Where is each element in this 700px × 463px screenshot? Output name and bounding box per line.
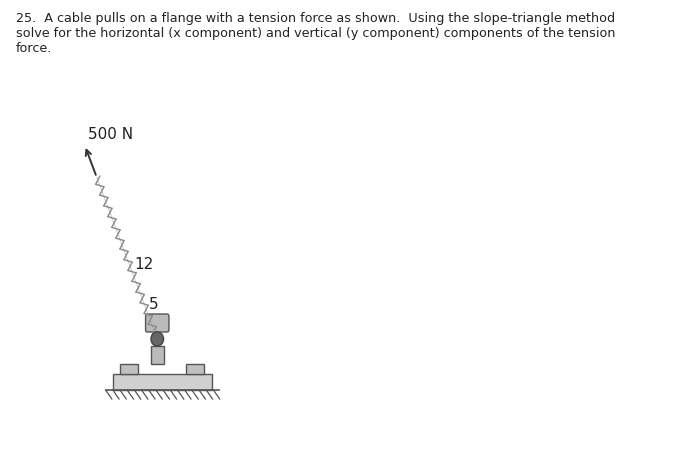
Polygon shape (186, 364, 204, 374)
Text: 500 N: 500 N (88, 127, 134, 142)
Text: 5: 5 (149, 296, 159, 312)
Polygon shape (120, 364, 138, 374)
Polygon shape (151, 346, 164, 364)
FancyBboxPatch shape (146, 314, 169, 332)
Polygon shape (113, 374, 211, 390)
Circle shape (151, 332, 164, 346)
Text: 25.  A cable pulls on a flange with a tension force as shown.  Using the slope-t: 25. A cable pulls on a flange with a ten… (16, 12, 616, 55)
Text: 12: 12 (134, 256, 153, 271)
